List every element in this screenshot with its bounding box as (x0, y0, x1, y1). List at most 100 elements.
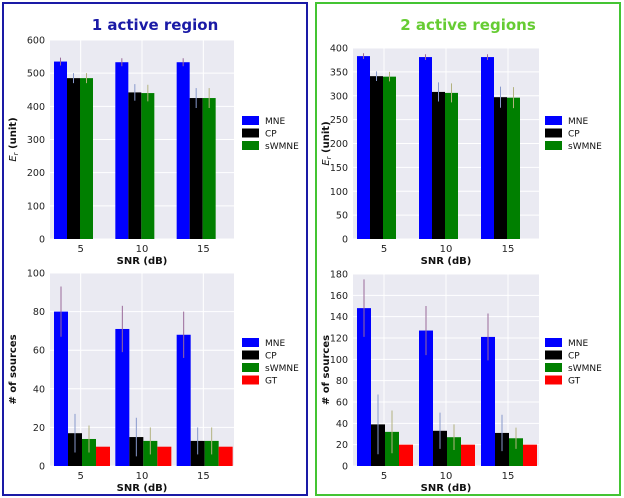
chart-0-ytick-label-4: 400 (27, 102, 45, 113)
chart-1-bar-mne-15 (481, 57, 494, 239)
chart-3-ylabel: # of sources (321, 335, 332, 405)
chart-2-ytick-label-3: 60 (33, 346, 45, 357)
panel-title-2-active-regions: 2 active regions (400, 16, 536, 34)
chart-1-ytick-label-2: 100 (330, 187, 348, 198)
chart-3-bar-mne-5 (357, 308, 371, 466)
chart-1-ytick-label-4: 200 (330, 139, 348, 150)
chart-3-legend-swatch-cp (545, 350, 562, 360)
chart-0-xtick-label-5: 5 (77, 244, 83, 255)
chart-0-bar-cp-5 (67, 78, 80, 239)
chart-1-ytick-label-3: 150 (330, 163, 348, 174)
chart-1-ytick-label-8: 400 (330, 44, 348, 55)
chart-sources-1-active-region: 0 20 40 60 80 100 5 10 15 SNR (dB) # of sources MNE… (8, 269, 299, 495)
chart-3-ytick-label-6: 120 (330, 334, 348, 345)
chart-3-ytick-label-1: 20 (336, 440, 348, 451)
chart-2-legend-swatch-gt (242, 375, 259, 385)
chart-0-bar-cp-10 (128, 92, 142, 239)
chart-2-xtick-label-15: 15 (197, 471, 210, 482)
chart-2-legend-swatch-swmne (242, 363, 259, 372)
chart-1-xtick-label-15: 15 (502, 244, 515, 255)
chart-1-legend-swatch-cp (545, 128, 562, 138)
chart-3-ytick-label-8: 160 (330, 291, 348, 302)
chart-3-xtick-label-5: 5 (381, 471, 387, 482)
chart-3-xtick-label-10: 10 (440, 471, 453, 482)
chart-2-ytick-label-4: 80 (33, 307, 45, 318)
chart-1-bar-cp-15 (494, 97, 507, 239)
chart-3-legend-label-cp: CP (568, 352, 580, 362)
chart-3-xtick-label-15: 15 (502, 471, 515, 482)
chart-2-bar-gt-15 (218, 446, 233, 466)
chart-0-ytick-label-5: 500 (27, 69, 45, 80)
chart-2-legend-label-gt: GT (265, 377, 278, 387)
chart-3-ytick-label-7: 140 (330, 312, 348, 323)
chart-0-ytick-label-2: 200 (27, 168, 45, 179)
chart-3-bar-gt-10 (461, 444, 475, 466)
chart-0-xtick-label-10: 10 (136, 244, 149, 255)
chart-1-xtick-label-5: 5 (381, 244, 387, 255)
chart-2-legend-label-mne: MNE (265, 339, 285, 349)
chart-3-bar-swmne-10 (447, 437, 461, 466)
chart-2-ytick-label-5: 100 (27, 269, 45, 280)
chart-2-xtick-label-10: 10 (136, 471, 149, 482)
chart-1-bar-cp-10 (432, 91, 445, 240)
chart-3-ytick-label-9: 180 (330, 270, 348, 281)
chart-3-legend-swatch-mne (545, 338, 562, 347)
chart-1-ytick-label-6: 300 (330, 91, 348, 102)
chart-1-ylabel: Er (unit) (321, 121, 333, 165)
chart-1-xlabel: SNR (dB) (421, 256, 472, 267)
chart-1-bar-swmne-5 (383, 76, 396, 240)
chart-2-ytick-label-0: 0 (39, 462, 45, 473)
chart-3-ytick-label-2: 40 (336, 419, 348, 430)
chart-0-ytick-label-6: 600 (27, 36, 45, 47)
chart-1-bar-mne-10 (419, 57, 432, 239)
chart-3-bar-swmne-15 (509, 438, 523, 466)
chart-1-bar-mne-5 (357, 56, 370, 240)
chart-0-bar-swmne-5 (80, 78, 93, 239)
chart-1-ytick-label-0: 0 (342, 235, 348, 246)
chart-3-bar-mne-15 (481, 336, 495, 466)
chart-3-legend-label-gt: GT (568, 377, 581, 387)
chart-3-legend-swatch-swmne (545, 363, 562, 372)
chart-sources-2-active-regions: 0 20 40 60 80 100 120 140 160 180 5 10 15 SNR (dB) # o… (321, 270, 602, 495)
chart-2-legend-label-cp: CP (265, 352, 277, 362)
chart-3-xlabel: SNR (dB) (421, 483, 472, 494)
chart-1-legend-swatch-mne (545, 116, 562, 125)
chart-1-bar-swmne-10 (445, 92, 458, 239)
chart-3-bar-mne-10 (419, 330, 433, 466)
chart-0-legend-label-cp: CP (265, 130, 277, 140)
chart-0-legend-label-mne: MNE (265, 117, 285, 127)
chart-1-bar-swmne-15 (507, 97, 520, 239)
chart-0-legend-label-swmne: sWMNE (265, 142, 299, 152)
chart-1-bar-cp-5 (370, 76, 383, 239)
chart-2-bar-gt-10 (157, 446, 172, 466)
chart-2-legend-swatch-mne (242, 338, 259, 347)
chart-2-xtick-label-5: 5 (77, 471, 83, 482)
panel-1-active-region-frame: 1 active region (2, 2, 308, 496)
chart-1-ytick-label-1: 50 (336, 211, 348, 222)
chart-2-ytick-label-2: 40 (33, 384, 45, 395)
chart-0-bar-swmne-15 (202, 98, 216, 239)
chart-3-ytick-label-5: 100 (330, 355, 348, 366)
chart-3-bar-gt-5 (399, 444, 413, 466)
chart-3-ytick-label-0: 0 (342, 462, 348, 473)
chart-3-bar-gt-15 (523, 444, 537, 466)
chart-3-legend-swatch-gt (545, 375, 562, 385)
chart-3-legend-label-swmne: sWMNE (568, 364, 602, 374)
chart-0-ytick-label-3: 300 (27, 135, 45, 146)
chart-0-legend-swatch-cp (242, 128, 259, 138)
chart-2-ytick-label-1: 20 (33, 423, 45, 434)
chart-2-bar-gt-5 (96, 446, 110, 466)
chart-1-legend-label-mne: MNE (568, 117, 588, 127)
chart-0-ytick-label-0: 0 (39, 235, 45, 246)
chart-er-1-active-region: 0 100 200 300 400 500 600 5 10 15 SNR (dB) Er (unit… (8, 36, 299, 268)
chart-3-ytick-label-3: 60 (336, 398, 348, 409)
chart-2-legend-swatch-cp (242, 350, 259, 360)
chart-0-bar-cp-15 (189, 98, 203, 239)
chart-1-legend-label-swmne: sWMNE (568, 142, 602, 152)
chart-0-ytick-label-1: 100 (27, 201, 45, 212)
chart-2-bar-mne-5 (54, 311, 68, 466)
chart-0-legend-swatch-mne (242, 116, 259, 125)
chart-3-legend-label-mne: MNE (568, 339, 588, 349)
chart-2-bar-mne-10 (115, 328, 130, 466)
